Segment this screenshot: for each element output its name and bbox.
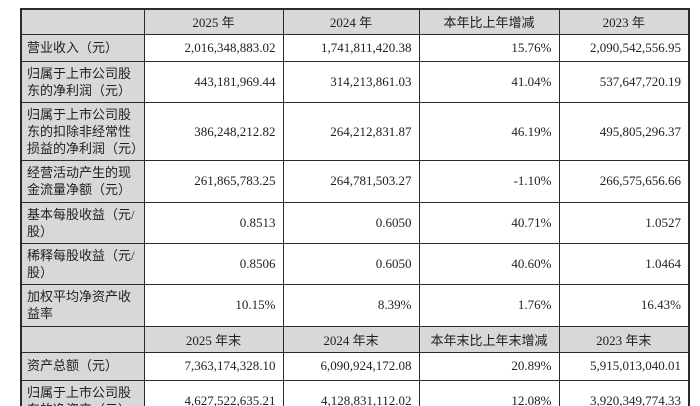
row-label: 加权平均净资产收益率 xyxy=(20,284,145,327)
table-row-total-assets: 资产总额（元） 7,363,174,328.10 6,090,924,172.0… xyxy=(20,351,690,381)
value-cell: 0.8513 xyxy=(143,201,284,244)
row-label: 归属于上市公司股东的净利润（元） xyxy=(20,60,145,103)
value-cell: 40.60% xyxy=(418,242,560,286)
value-cell: 5,915,013,040.01 xyxy=(558,351,690,381)
value-cell: 1.76% xyxy=(418,284,560,327)
value-cell: 7,363,174,328.10 xyxy=(143,351,284,381)
value-cell: 1,741,811,420.38 xyxy=(282,33,420,62)
table-row-net-assets: 归属于上市公司股东的净资产（元） 4,627,522,635.21 4,128,… xyxy=(20,379,690,406)
header-blank-cell xyxy=(20,8,145,35)
table-row-diluted-eps: 稀释每股收益（元/股） 0.8506 0.6050 40.60% 1.0464 xyxy=(20,242,690,286)
value-cell: 2,090,542,556.95 xyxy=(558,33,690,62)
value-cell: 1.0464 xyxy=(558,242,690,286)
table-row-basic-eps: 基本每股收益（元/股） 0.8513 0.6050 40.71% 1.0527 xyxy=(20,201,690,244)
table-row-operating-cash-flow: 经营活动产生的现金流量净额（元） 261,865,783.25 264,781,… xyxy=(20,160,690,203)
table-row-revenue: 营业收入（元） 2,016,348,883.02 1,741,811,420.3… xyxy=(20,33,690,62)
header-row-annual: 2025 年 2024 年 本年比上年增减 2023 年 xyxy=(20,8,690,35)
row-label: 经营活动产生的现金流量净额（元） xyxy=(20,160,145,203)
value-cell: 46.19% xyxy=(418,101,560,162)
value-cell: 0.6050 xyxy=(282,201,420,244)
column-header-yoy-change: 本年比上年增减 xyxy=(418,8,560,35)
row-label: 稀释每股收益（元/股） xyxy=(20,242,145,286)
row-label: 资产总额（元） xyxy=(20,351,145,381)
financial-summary-table: 2025 年 2024 年 本年比上年增减 2023 年 营业收入（元） 2,0… xyxy=(20,8,690,406)
value-cell: 537,647,720.19 xyxy=(558,60,690,103)
table-row-weighted-roe: 加权平均净资产收益率 10.15% 8.39% 1.76% 16.43% xyxy=(20,284,690,327)
value-cell: 1.0527 xyxy=(558,201,690,244)
row-label: 归属于上市公司股东的净资产（元） xyxy=(20,379,145,406)
value-cell: 8.39% xyxy=(282,284,420,327)
column-header-2025-end: 2025 年末 xyxy=(143,325,284,353)
column-header-2023: 2023 年 xyxy=(558,8,690,35)
value-cell: 443,181,969.44 xyxy=(143,60,284,103)
column-header-2025: 2025 年 xyxy=(143,8,284,35)
value-cell: 266,575,656.66 xyxy=(558,160,690,203)
value-cell: -1.10% xyxy=(418,160,560,203)
value-cell: 4,128,831,112.02 xyxy=(282,379,420,406)
value-cell: 6,090,924,172.08 xyxy=(282,351,420,381)
row-label: 归属于上市公司股东的扣除非经常性损益的净利润（元） xyxy=(20,101,145,162)
value-cell: 261,865,783.25 xyxy=(143,160,284,203)
value-cell: 0.6050 xyxy=(282,242,420,286)
column-header-2024-end: 2024 年末 xyxy=(282,325,420,353)
value-cell: 16.43% xyxy=(558,284,690,327)
value-cell: 4,627,522,635.21 xyxy=(143,379,284,406)
value-cell: 314,213,861.03 xyxy=(282,60,420,103)
value-cell: 386,248,212.82 xyxy=(143,101,284,162)
row-label: 营业收入（元） xyxy=(20,33,145,62)
value-cell: 12.08% xyxy=(418,379,560,406)
value-cell: 495,805,296.37 xyxy=(558,101,690,162)
value-cell: 2,016,348,883.02 xyxy=(143,33,284,62)
column-header-yearend-change: 本年末比上年末增减 xyxy=(418,325,560,353)
column-header-2024: 2024 年 xyxy=(282,8,420,35)
value-cell: 264,212,831.87 xyxy=(282,101,420,162)
row-label: 基本每股收益（元/股） xyxy=(20,201,145,244)
value-cell: 0.8506 xyxy=(143,242,284,286)
value-cell: 15.76% xyxy=(418,33,560,62)
value-cell: 40.71% xyxy=(418,201,560,244)
table-row-net-profit: 归属于上市公司股东的净利润（元） 443,181,969.44 314,213,… xyxy=(20,60,690,103)
value-cell: 10.15% xyxy=(143,284,284,327)
value-cell: 41.04% xyxy=(418,60,560,103)
column-header-2023-end: 2023 年末 xyxy=(558,325,690,353)
header-row-yearend: 2025 年末 2024 年末 本年末比上年末增减 2023 年末 xyxy=(20,325,690,353)
value-cell: 3,920,349,774.33 xyxy=(558,379,690,406)
table-row-net-profit-deducted: 归属于上市公司股东的扣除非经常性损益的净利润（元） 386,248,212.82… xyxy=(20,101,690,162)
value-cell: 264,781,503.27 xyxy=(282,160,420,203)
header-blank-cell xyxy=(20,325,145,353)
value-cell: 20.89% xyxy=(418,351,560,381)
